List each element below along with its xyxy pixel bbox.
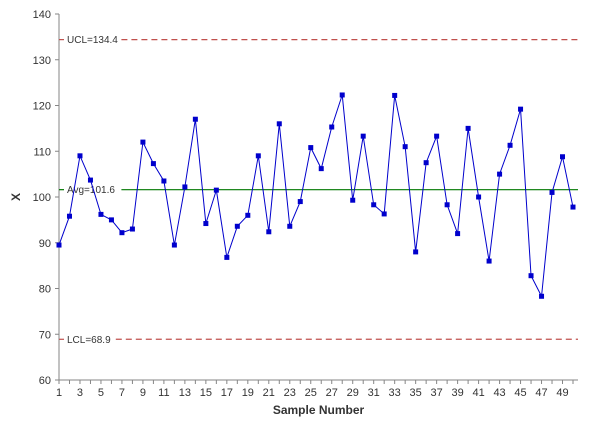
x-tick-label: 35 [410,387,422,399]
data-point [455,231,461,237]
x-tick-label: 27 [326,387,338,399]
data-point [234,223,240,229]
data-point [108,217,114,223]
data-point [528,273,534,279]
data-point [213,187,219,193]
x-tick-label: 47 [535,387,547,399]
data-point [276,121,282,127]
x-axis: 1 3 5 7 9 11 13 15 17 19 21 23 25 27 29 31 33 35 37 39 41 43 4… [56,379,578,399]
data-point [287,223,293,229]
data-point [66,213,72,219]
x-tick-label: 21 [263,387,275,399]
x-tick-label: 39 [451,387,463,399]
reference-line-label: LCL=68.9 [67,335,111,346]
data-point [402,144,408,150]
x-tick-label: 23 [284,387,296,399]
data-point [329,124,335,130]
x-tick-label: 7 [119,387,125,399]
data-point [497,171,503,177]
data-point [192,116,198,122]
x-tick-label: 37 [431,387,443,399]
x-tick-label: 3 [77,387,83,399]
data-point [203,221,209,227]
data-point [119,230,125,236]
y-tick-label: 100 [33,192,51,204]
data-point [381,211,387,217]
data-point [87,177,93,183]
data-point [318,166,324,172]
reference-line-label: Avg=101.6 [67,185,115,196]
data-point [392,92,398,98]
x-tick-label: 11 [158,387,169,399]
data-point [129,226,135,232]
data-point [77,153,83,159]
data-point [423,160,429,166]
data-point [56,242,62,248]
data-point [224,254,230,260]
x-tick-label: 19 [242,387,254,399]
y-tick-label: 90 [39,238,51,250]
data-point [560,154,566,160]
x-tick-label: 33 [389,387,401,399]
x-tick-label: 29 [347,387,359,399]
data-point [444,202,450,208]
data-point [161,178,167,184]
data-point [350,197,356,203]
data-point [413,249,419,255]
y-tick-label: 120 [33,101,51,113]
series-line [58,94,574,299]
x-tick-label: 25 [305,387,317,399]
data-point [371,202,377,208]
data-point [518,106,524,112]
y-tick-label: 140 [33,9,51,21]
y-tick-label: 80 [39,284,51,296]
data-point [245,212,251,218]
data-point [539,293,545,299]
data-point [360,133,366,139]
data-point [465,125,471,131]
x-tick-label: 13 [179,387,191,399]
reference-lines: UCL=134.4 Avg=101.6 LCL=68.9 [59,35,578,346]
x-tick-label: 49 [556,387,568,399]
reference-line-label: UCL=134.4 [67,35,118,46]
data-point [266,229,272,235]
y-axis: 60 70 80 90 100 110 120 130 140 [33,9,60,387]
x-tick-label: 17 [221,387,233,399]
y-tick-label: 70 [39,329,51,341]
data-point [98,211,104,217]
x-tick-label: 9 [140,387,146,399]
y-tick-label: 60 [39,375,51,387]
data-point [486,258,492,264]
data-point [150,161,156,167]
data-point [182,184,188,190]
x-tick-label: 1 [56,387,62,399]
x-axis-title: Sample Number [273,403,365,417]
x-tick-label: 15 [200,387,212,399]
x-tick-label: 43 [493,387,505,399]
data-point [339,92,345,98]
x-tick-label: 5 [98,387,104,399]
series [56,92,576,299]
x-tick-label: 45 [514,387,526,399]
data-point [140,139,146,145]
y-tick-label: 130 [33,55,51,67]
data-point [255,153,261,159]
data-point [507,142,513,148]
data-point [434,133,440,139]
data-point [171,242,177,248]
data-point [297,199,303,205]
x-tick-label: 31 [368,387,380,399]
data-point [308,145,314,151]
data-point [570,204,576,210]
data-point [549,189,555,195]
data-point [476,194,482,200]
y-tick-label: 110 [33,146,51,158]
x-tick-label: 41 [472,387,484,399]
y-axis-title: X [9,193,23,201]
